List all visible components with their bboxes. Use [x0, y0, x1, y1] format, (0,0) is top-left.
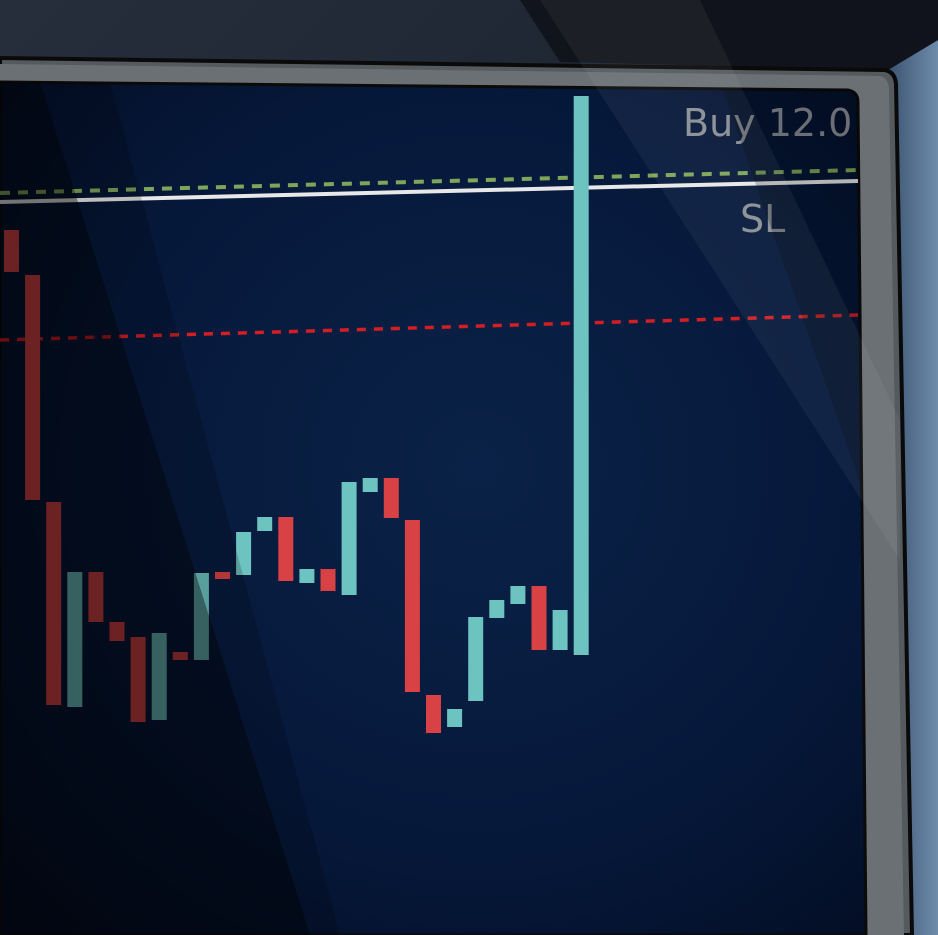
- candle-22-bull: [447, 709, 463, 727]
- shadow-beam-edge: [40, 82, 340, 935]
- candle-21-bear: [426, 695, 441, 733]
- candle-18-bull: [362, 478, 378, 492]
- candle-24-bull: [489, 600, 505, 618]
- stop-loss-line: [0, 179, 859, 204]
- candle-19-bear: [383, 478, 399, 518]
- candle-28-bull: [573, 96, 589, 655]
- candle-17-bull: [341, 482, 357, 595]
- candle-20-bear: [404, 520, 420, 692]
- candle-14-bear: [278, 517, 294, 581]
- candle-12-bull: [236, 532, 252, 575]
- candle-27-bull: [552, 610, 568, 650]
- candle-25-bull: [510, 586, 526, 604]
- buy-label: Buy 12.0: [683, 101, 852, 145]
- shadow-beam-right: [720, 82, 866, 500]
- candle-26-bear: [531, 586, 547, 650]
- candle-23-bull: [468, 617, 484, 701]
- light-streak: [540, 0, 900, 560]
- candle-15-bull: [299, 569, 315, 583]
- top-right-shadow: [520, 0, 938, 70]
- candle-13-bull: [257, 517, 273, 531]
- sl-label: SL: [740, 197, 785, 241]
- take-profit-line: [0, 313, 859, 342]
- price-lines: [0, 168, 859, 342]
- candle-16-bear: [320, 569, 336, 591]
- shadow-beam-left: [0, 82, 310, 935]
- candle-11-bear: [215, 572, 230, 579]
